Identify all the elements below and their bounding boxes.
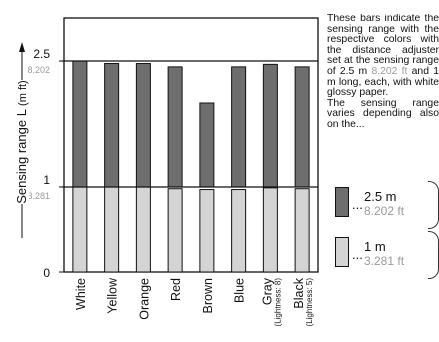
y-tick-label: 1 xyxy=(43,173,50,187)
legend-brace xyxy=(428,181,439,229)
category-sublabel-black: (Lightness: 5) xyxy=(305,278,314,327)
bar-blue xyxy=(231,66,247,188)
legend-swatch-light xyxy=(335,237,349,267)
bar-black xyxy=(294,66,310,188)
bar-red xyxy=(167,188,183,273)
y-axis-title-bg xyxy=(15,80,29,204)
y-axis-title: Sensing range L (m ft) xyxy=(14,80,29,203)
category-label-orange: Orange xyxy=(137,278,151,320)
y-tick-label-ft: 8.202 xyxy=(27,65,50,75)
legend-label-ft: 8.202 ft xyxy=(364,204,405,218)
legend-brace xyxy=(428,231,439,279)
legend-label-m: 2.5 m xyxy=(364,189,397,204)
plot-frame xyxy=(63,17,319,273)
chart-description: These bars indicate the sensing range wi… xyxy=(327,14,439,130)
legend-dots: ... xyxy=(352,197,363,212)
category-label-red: Red xyxy=(169,278,183,301)
bar-blue xyxy=(231,189,247,273)
legend-item-1m: ... 1 m 3.281 ft xyxy=(335,231,439,287)
bar-brown xyxy=(199,102,215,188)
bar-yellow xyxy=(104,186,120,273)
category-label-blue: Blue xyxy=(233,278,247,303)
category-label-white: White xyxy=(74,278,88,310)
y-tick-label-ft: 3.281 xyxy=(27,191,50,201)
bar-white xyxy=(72,60,88,188)
legend-item-2-5m: ... 2.5 m 8.202 ft xyxy=(335,181,439,237)
bar-gray xyxy=(262,63,278,188)
legend-label-m: 1 m xyxy=(364,239,386,254)
category-label-gray: Gray xyxy=(260,277,274,305)
bar-red xyxy=(167,66,183,188)
y-tick-label: 2.5 xyxy=(33,47,50,61)
arrow-up-icon xyxy=(19,42,25,52)
bar-gray xyxy=(262,187,278,273)
legend-swatch-dark xyxy=(335,187,349,217)
y-tick-label: 0 xyxy=(43,266,50,280)
legend-label-ft: 3.281 ft xyxy=(364,254,405,268)
category-label-black: Black xyxy=(292,277,306,308)
category-label-yellow: Yellow xyxy=(106,277,120,314)
legend-dots: ... xyxy=(352,247,363,262)
bar-brown xyxy=(199,189,215,273)
category-label-brown: Brown xyxy=(201,278,215,313)
bar-orange xyxy=(135,186,151,273)
bar-white xyxy=(72,186,88,273)
bar-orange xyxy=(135,63,151,188)
bar-chart: 0 1 3.281 2.5 8.202 Sensing range L (m ft) Whi… xyxy=(14,17,319,327)
bar-yellow xyxy=(104,63,120,188)
bar-black xyxy=(294,188,310,273)
category-sublabel-gray: (Lightness: 8) xyxy=(273,278,282,327)
